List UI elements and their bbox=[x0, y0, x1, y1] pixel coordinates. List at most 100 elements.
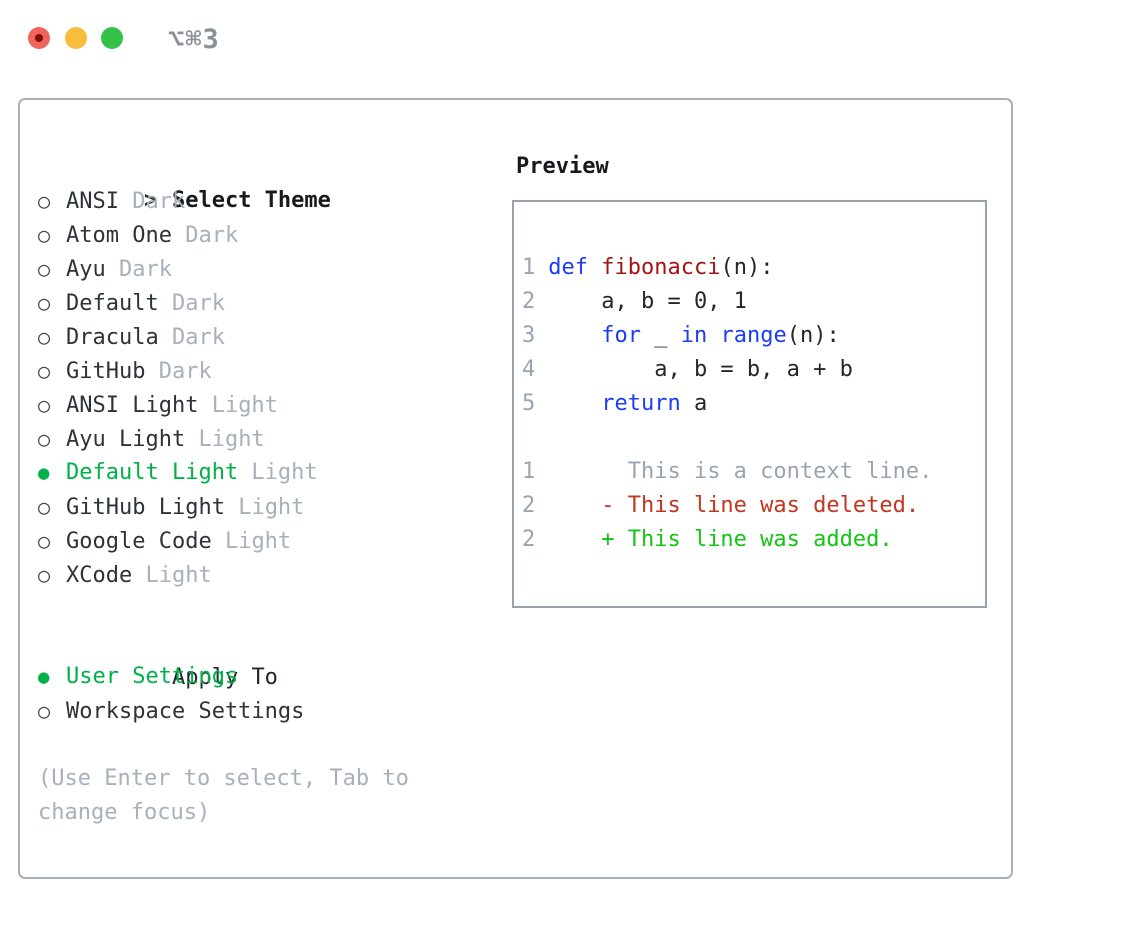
maximize-button[interactable] bbox=[101, 27, 123, 49]
code-token bbox=[548, 323, 601, 348]
radio-selected-icon: ● bbox=[38, 666, 50, 688]
radio-icon: ○ bbox=[38, 699, 51, 723]
preview-heading: Preview bbox=[516, 154, 609, 179]
radio-icon: ○ bbox=[38, 325, 51, 349]
code-line: 2 - This line was deleted. bbox=[522, 489, 985, 523]
code-token: a bbox=[680, 391, 708, 416]
preview-column: Preview 1 def fibonacci(n): 2 a, b = 0, 1… bbox=[498, 150, 998, 608]
radio-icon: ○ bbox=[38, 359, 51, 383]
theme-option[interactable]: ○ Dracula Dark bbox=[38, 320, 476, 354]
code-token: _ bbox=[640, 323, 681, 348]
theme-option[interactable]: ● Default Light Light bbox=[38, 456, 476, 490]
code-token: + This line was added. bbox=[548, 527, 893, 552]
theme-name: ANSI Light bbox=[66, 393, 199, 418]
theme-variant-tag: Light bbox=[224, 495, 305, 520]
code-token bbox=[707, 323, 720, 348]
code-line: 3 for _ in range(n): bbox=[522, 319, 985, 353]
radio-icon: ○ bbox=[38, 427, 51, 451]
code-line: 4 a, b = b, a + b bbox=[522, 353, 985, 387]
minimize-button[interactable] bbox=[65, 27, 87, 49]
code-token: (n): bbox=[786, 323, 840, 348]
apply-to-label: User Settings bbox=[66, 664, 239, 689]
theme-variant-tag: Light bbox=[185, 427, 265, 452]
line-number: 4 bbox=[522, 357, 536, 382]
apply-to-option[interactable]: ○ Workspace Settings bbox=[38, 694, 476, 728]
line-number: 2 bbox=[522, 289, 536, 314]
code-line: 5 return a bbox=[522, 387, 985, 421]
code-token bbox=[588, 255, 601, 280]
line-number: 2 bbox=[522, 493, 536, 518]
cursor-icon: > bbox=[143, 188, 158, 213]
close-button[interactable] bbox=[28, 27, 50, 49]
theme-variant-tag: Dark bbox=[118, 189, 186, 214]
theme-option[interactable]: ○ Google Code Light bbox=[38, 524, 476, 558]
line-number: 5 bbox=[522, 391, 536, 416]
theme-option[interactable]: ○ GitHub Dark bbox=[38, 354, 476, 388]
line-number: 3 bbox=[522, 323, 536, 348]
theme-option[interactable]: ○ ANSI Light Light bbox=[38, 388, 476, 422]
theme-name: ANSI bbox=[66, 189, 119, 214]
theme-variant-tag: Dark bbox=[145, 359, 212, 384]
theme-option[interactable]: ○ XCode Light bbox=[38, 558, 476, 592]
code-token: range bbox=[720, 323, 787, 348]
apply-to-label: Workspace Settings bbox=[66, 699, 305, 724]
theme-option[interactable]: ○ Ayu Light Light bbox=[38, 422, 476, 456]
radio-icon: ○ bbox=[38, 529, 51, 553]
code-line: 1 def fibonacci(n): bbox=[522, 251, 985, 285]
theme-option[interactable]: ○ GitHub Light Light bbox=[38, 490, 476, 524]
select-theme-heading: Select Theme bbox=[171, 188, 331, 213]
code-token: return bbox=[601, 391, 681, 416]
code-line: 2 + This line was added. bbox=[522, 523, 985, 557]
line-number: 1 bbox=[522, 255, 536, 280]
theme-option[interactable]: ○ Default Dark bbox=[38, 286, 476, 320]
theme-name: Atom One bbox=[66, 223, 172, 248]
theme-variant-tag: Dark bbox=[158, 325, 225, 350]
radio-icon: ○ bbox=[38, 257, 51, 281]
theme-list: ○ ANSI Dark ○ Atom One Dark ○ Ayu Dark ○ Defaul… bbox=[38, 184, 476, 592]
theme-name: Ayu bbox=[66, 257, 106, 282]
theme-variant-tag: Dark bbox=[171, 223, 239, 248]
theme-variant-tag: Light bbox=[198, 393, 278, 418]
theme-name: Dracula bbox=[66, 325, 159, 350]
line-number: 1 bbox=[522, 459, 536, 484]
code-token: - This line was deleted. bbox=[548, 493, 920, 518]
theme-variant-tag: Light bbox=[238, 460, 318, 485]
code-token: def bbox=[548, 255, 588, 280]
theme-option[interactable]: ○ Ayu Dark bbox=[38, 252, 476, 286]
radio-icon: ○ bbox=[38, 563, 51, 587]
apply-to-option[interactable]: ● User Settings bbox=[38, 660, 476, 694]
code-token bbox=[548, 391, 601, 416]
theme-picker-panel: > Select Theme ○ ANSI Dark ○ Atom One Dark ○ A… bbox=[18, 98, 1013, 879]
theme-name: GitHub bbox=[66, 359, 146, 384]
theme-variant-tag: Dark bbox=[105, 257, 172, 282]
code-line bbox=[522, 421, 985, 455]
radio-icon: ○ bbox=[38, 495, 51, 519]
apply-to-heading: Apply To bbox=[171, 665, 278, 690]
theme-option[interactable]: ○ ANSI Dark bbox=[38, 184, 476, 218]
code-line: 1 This is a context line. bbox=[522, 455, 985, 489]
code-token: a, b = 0, 1 bbox=[548, 289, 747, 314]
theme-name: XCode bbox=[66, 563, 133, 588]
window-title: ⌥⌘3 bbox=[168, 24, 220, 55]
theme-option[interactable]: ○ Atom One Dark bbox=[38, 218, 476, 252]
theme-name: Default bbox=[66, 291, 159, 316]
radio-icon: ○ bbox=[38, 189, 51, 213]
apply-to-list: ● User Settings ○ Workspace Settings bbox=[38, 660, 476, 728]
theme-variant-tag: Light bbox=[211, 529, 292, 554]
code-token: in bbox=[680, 323, 708, 348]
code-token: a, b = b, a + b bbox=[548, 357, 853, 382]
radio-icon: ○ bbox=[38, 393, 51, 417]
titlebar: ⌥⌘3 bbox=[0, 0, 1140, 76]
code-line: 2 a, b = 0, 1 bbox=[522, 285, 985, 319]
theme-variant-tag: Dark bbox=[158, 291, 225, 316]
theme-name: Default Light bbox=[66, 460, 239, 485]
close-dot-icon bbox=[35, 34, 43, 42]
radio-icon: ○ bbox=[38, 223, 51, 247]
code-token: (n): bbox=[720, 255, 774, 280]
theme-name: GitHub Light bbox=[66, 495, 225, 520]
radio-selected-icon: ● bbox=[38, 462, 50, 484]
select-theme-heading-row: > Select Theme bbox=[38, 150, 476, 213]
